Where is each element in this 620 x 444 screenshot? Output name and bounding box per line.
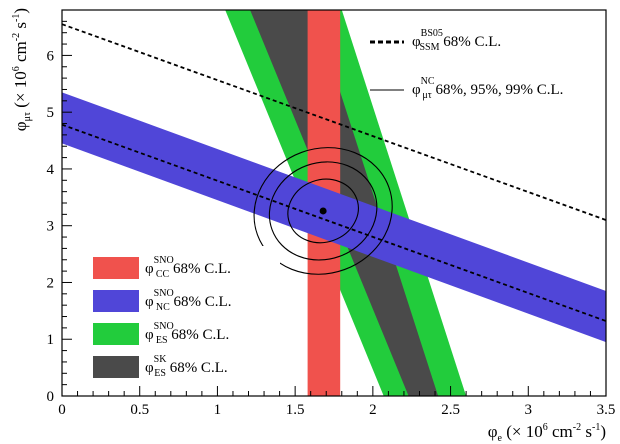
x-tick-label: 2 bbox=[369, 402, 377, 418]
x-tick-label: 0.5 bbox=[130, 402, 149, 418]
best-fit-point bbox=[319, 207, 327, 215]
x-tick-label: 3.5 bbox=[597, 402, 616, 418]
axis-ticks bbox=[61, 9, 607, 397]
x-axis-title: φe (× 106 cm-2 s-1) bbox=[488, 422, 606, 444]
legend-label: φSNO CC 68% C.L. bbox=[145, 255, 231, 280]
band-nc-sno bbox=[62, 92, 606, 343]
legend-swatch bbox=[93, 290, 139, 312]
contour-68 bbox=[287, 178, 359, 244]
legend-label: φSK ES 68% C.L. bbox=[145, 354, 228, 379]
legend-item-cc-sno: φSNO CC 68% C.L. bbox=[93, 255, 231, 280]
legend-swatch bbox=[93, 323, 139, 345]
x-tick-label: 1 bbox=[214, 402, 222, 418]
y-tick-label: 0 bbox=[47, 389, 55, 405]
legend-item-es-sk: φSK ES 68% C.L. bbox=[93, 354, 228, 379]
y-tick-label: 4 bbox=[47, 162, 55, 178]
legend-item-nc-sno: φSNO NC 68% C.L. bbox=[93, 288, 231, 313]
y-tick-label: 2 bbox=[47, 275, 55, 291]
contour-99 bbox=[253, 147, 393, 275]
x-tick-label: 2.5 bbox=[441, 402, 460, 418]
y-tick-label: 6 bbox=[47, 48, 55, 64]
x-tick-label: 1.5 bbox=[286, 402, 305, 418]
plot-area bbox=[62, 10, 606, 396]
contour-95 bbox=[268, 161, 378, 261]
y-axis-title: φμτ (× 106 cm-2 s-1) bbox=[11, 8, 33, 131]
legend-label: φSNO ES 68% C.L. bbox=[145, 321, 229, 346]
legend-label: φSNO NC 68% C.L. bbox=[145, 288, 231, 313]
legend-swatch bbox=[93, 356, 139, 378]
legend-item-ssm: φBS05 SSM 68% C.L. bbox=[370, 28, 501, 53]
x-tick-label: 0 bbox=[58, 402, 66, 418]
y-tick-label: 5 bbox=[47, 105, 55, 121]
y-tick-label: 3 bbox=[47, 219, 55, 235]
line-ssm bbox=[62, 23, 606, 221]
axis-labels: 0 0.5 1 1.5 2 2.5 3 3.5 0 1 2 3 4 5 6 φe (× 106 cm-2 s-… bbox=[11, 8, 615, 444]
legend-item-nc-contour: φNC μτ 68%, 95%, 99% C.L. bbox=[370, 76, 563, 101]
legend: φBS05 SSM 68% C.L. φNC μτ 68%, 95%, 99% C.L… bbox=[80, 28, 563, 382]
legend-swatch bbox=[93, 257, 139, 279]
legend-label: φBS05 SSM 68% C.L. bbox=[412, 28, 501, 53]
legend-label: φNC μτ 68%, 95%, 99% C.L. bbox=[412, 76, 563, 101]
line-nc-center bbox=[62, 123, 606, 322]
y-tick-label: 1 bbox=[47, 332, 55, 348]
legend-item-es-sno: φSNO ES 68% C.L. bbox=[93, 321, 229, 346]
x-tick-label: 3 bbox=[525, 402, 533, 418]
